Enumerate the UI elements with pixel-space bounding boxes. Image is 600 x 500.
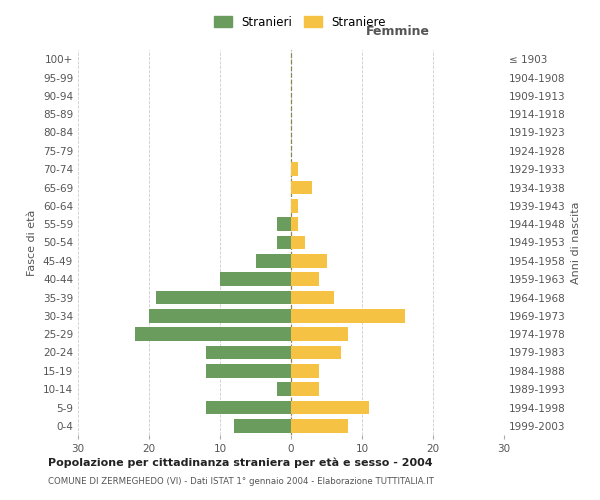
Bar — [149, 309, 291, 322]
Bar — [206, 346, 291, 360]
Y-axis label: Anni di nascita: Anni di nascita — [571, 201, 581, 284]
Bar — [291, 218, 298, 231]
Bar — [291, 180, 313, 194]
Text: Femmine: Femmine — [365, 26, 430, 38]
Text: Popolazione per cittadinanza straniera per età e sesso - 2004: Popolazione per cittadinanza straniera p… — [48, 458, 433, 468]
Bar — [234, 419, 291, 432]
Y-axis label: Fasce di età: Fasce di età — [28, 210, 37, 276]
Bar — [277, 236, 291, 250]
Bar — [291, 236, 305, 250]
Bar — [206, 364, 291, 378]
Bar — [291, 272, 319, 286]
Bar — [156, 290, 291, 304]
Bar — [291, 346, 341, 360]
Bar — [291, 328, 348, 341]
Text: COMUNE DI ZERMEGHEDO (VI) - Dati ISTAT 1° gennaio 2004 - Elaborazione TUTTITALIA: COMUNE DI ZERMEGHEDO (VI) - Dati ISTAT 1… — [48, 476, 434, 486]
Bar — [291, 290, 334, 304]
Bar — [206, 400, 291, 414]
Bar — [291, 382, 319, 396]
Bar — [277, 382, 291, 396]
Bar — [291, 364, 319, 378]
Bar — [291, 419, 348, 432]
Bar — [256, 254, 291, 268]
Bar — [291, 309, 404, 322]
Bar — [291, 400, 369, 414]
Bar — [291, 199, 298, 212]
Bar — [277, 218, 291, 231]
Bar — [220, 272, 291, 286]
Bar — [291, 254, 326, 268]
Bar — [135, 328, 291, 341]
Legend: Stranieri, Straniere: Stranieri, Straniere — [209, 11, 391, 34]
Bar — [291, 162, 298, 176]
